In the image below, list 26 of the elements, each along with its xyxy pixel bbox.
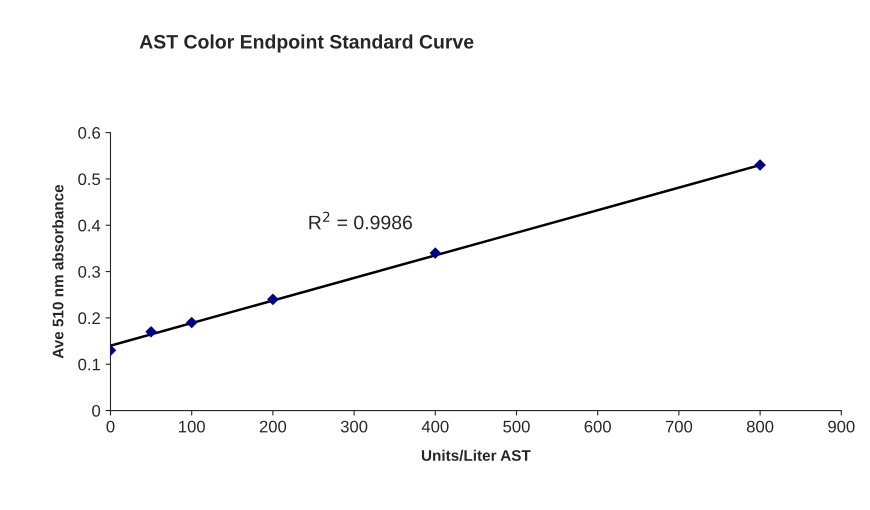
x-tick-label: 800 — [746, 420, 774, 433]
point — [754, 159, 766, 171]
y-tick-label: 0.3 — [78, 266, 100, 278]
y-tick-label: 0.4 — [78, 220, 100, 232]
point — [186, 316, 198, 328]
x-tick-label: 200 — [260, 420, 286, 433]
x-tick-label: 900 — [828, 420, 855, 433]
point — [430, 247, 441, 259]
x-tick-label: 500 — [503, 420, 530, 433]
chart-title: AST Color Endpoint Standard Curve — [140, 34, 474, 52]
x-tick-label: 600 — [584, 420, 611, 433]
x-tick-label: 400 — [422, 420, 449, 433]
point — [145, 326, 157, 338]
annotation: R$^{2}$ = 0.9986 — [309, 212, 412, 230]
x-tick-label: 300 — [340, 420, 368, 433]
x-tick-label: 100 — [179, 420, 205, 433]
y-tick-label: 0.1 — [78, 358, 100, 370]
y-tick-label: 0.6 — [78, 127, 100, 139]
y-tick-label: 0.2 — [78, 312, 100, 324]
x-tick-label: 700 — [666, 420, 692, 433]
x-tick-label: 0 — [106, 420, 114, 433]
point — [267, 294, 279, 306]
y-axis-title: Ave 510 nm absorbance — [52, 184, 64, 358]
y-tick-label: 0 — [92, 404, 100, 417]
y-tick-label: 0.5 — [78, 173, 100, 186]
x-axis-title: Units/Liter AST — [422, 450, 531, 462]
